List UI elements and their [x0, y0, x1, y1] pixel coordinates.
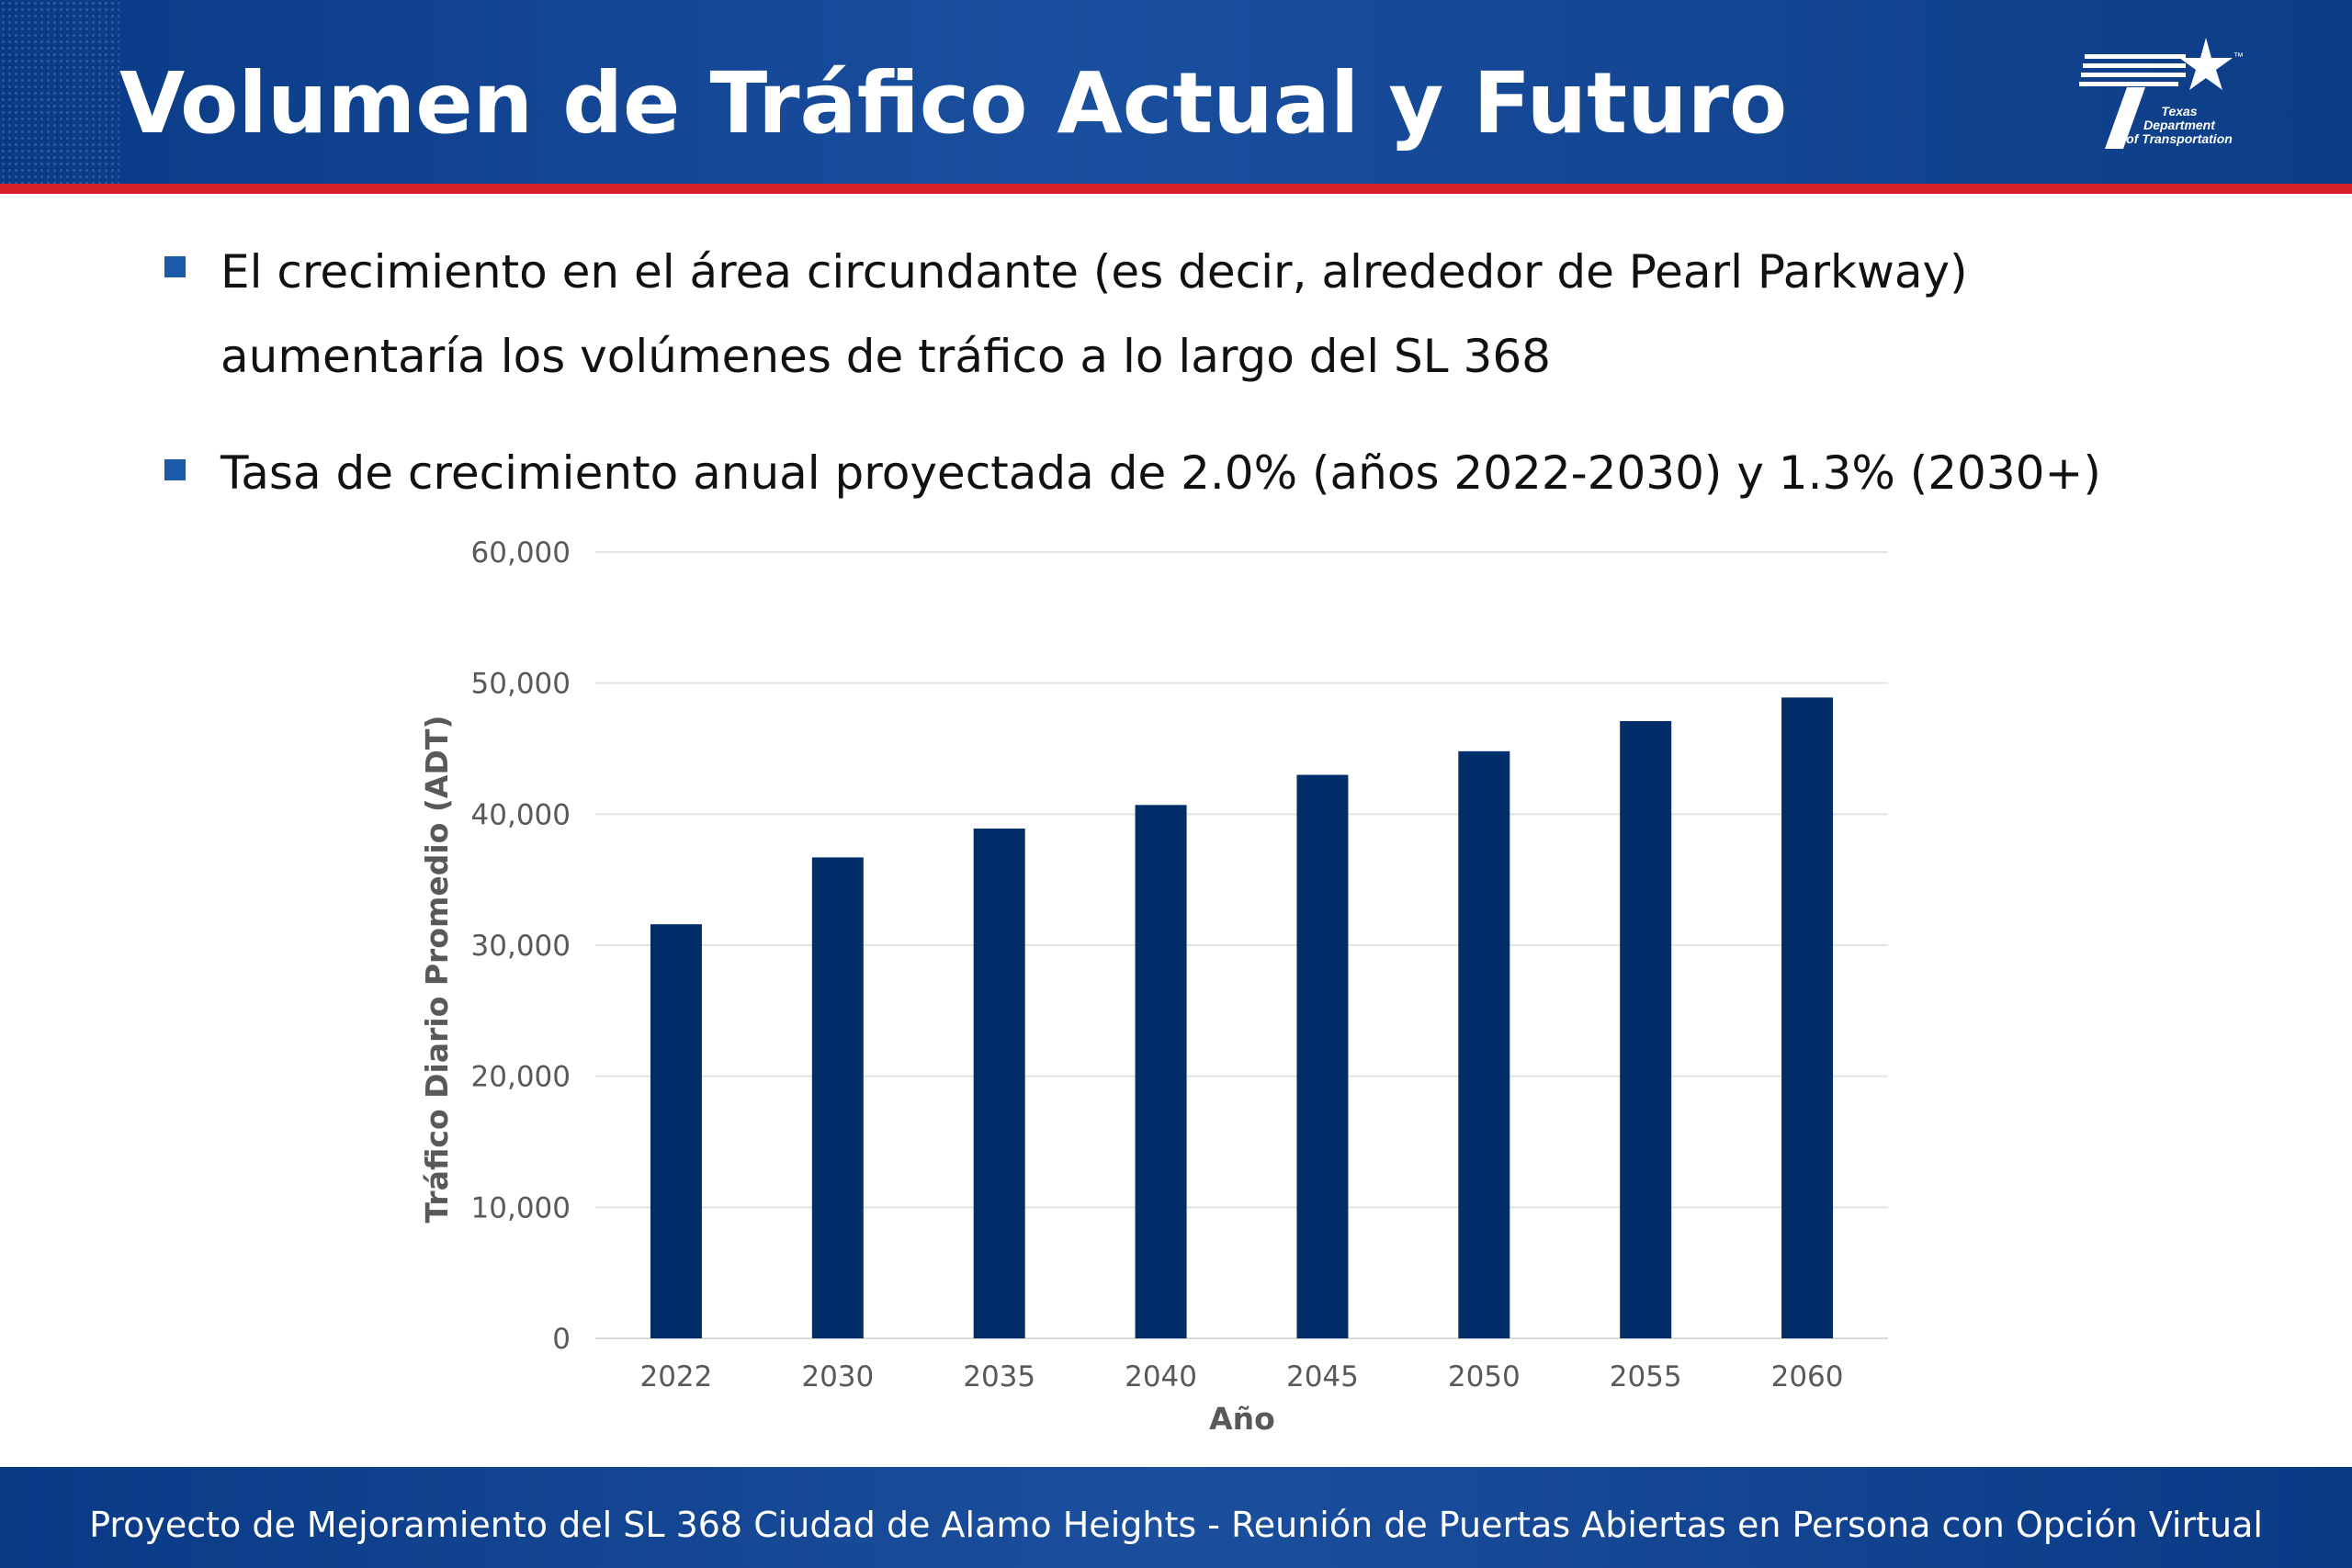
chart-y-tick-labels: 0 10,000 20,000 30,000 40,000 50,000 60,000 [471, 536, 571, 1356]
header-texture [0, 0, 119, 184]
header-bar [0, 0, 2352, 184]
y-tick-label: 10,000 [471, 1191, 571, 1224]
bar-2022 [650, 924, 702, 1338]
chart-y-axis-title: Tráfico Diario Promedio (ADT) [419, 716, 455, 1224]
bullet-1-line-1: El crecimiento en el área circundante (e… [220, 245, 1968, 299]
x-tick-label: 2040 [1125, 1360, 1197, 1393]
bar-2030 [811, 857, 864, 1338]
txdot-t-stem-icon [2105, 87, 2145, 149]
x-tick-label: 2055 [1610, 1360, 1682, 1393]
bar-2035 [973, 829, 1025, 1338]
y-tick-label: 50,000 [471, 668, 571, 701]
txdot-star-icon [2179, 38, 2233, 90]
bullet-marker-1 [164, 256, 186, 277]
bar-2045 [1296, 774, 1349, 1338]
bullet-marker-2 [164, 459, 186, 480]
chart-x-tick-labels: 2022 2030 2035 2040 2045 2050 2055 2060 [639, 1360, 1843, 1393]
page-title: Volumen de Tráfico Actual y Futuro [119, 54, 1788, 152]
y-tick-label: 30,000 [471, 930, 571, 963]
bar-2050 [1458, 750, 1510, 1338]
y-tick-label: 0 [552, 1323, 571, 1356]
bullet-1-line-2: aumentaría los volúmenes de tráfico a lo… [220, 330, 1551, 383]
chart-x-axis-title: Año [1209, 1401, 1275, 1437]
bar-2055 [1620, 721, 1672, 1338]
x-tick-label: 2050 [1448, 1360, 1521, 1393]
header-red-rule [0, 184, 2352, 194]
x-tick-label: 2045 [1286, 1360, 1359, 1393]
bar-2040 [1135, 805, 1187, 1338]
txdot-tm-mark: ™ [2233, 51, 2244, 62]
txdot-logo-line-3: of Transportation [2126, 131, 2233, 146]
bar-2060 [1781, 697, 1834, 1338]
y-tick-label: 60,000 [471, 536, 571, 570]
x-tick-label: 2035 [963, 1360, 1035, 1393]
chart-gridlines [595, 551, 1888, 1339]
footer-bar [0, 1467, 2352, 1568]
txdot-logo: ™ [2079, 38, 2244, 149]
x-tick-label: 2030 [801, 1360, 874, 1393]
txdot-logo-line-2: Department [2143, 118, 2215, 132]
y-tick-label: 20,000 [471, 1061, 571, 1094]
txdot-flag-stripes-icon [2079, 54, 2186, 86]
txdot-logo-line-1: Texas [2161, 104, 2198, 118]
bullet-2-line-1: Tasa de crecimiento anual proyectada de … [220, 446, 2101, 500]
x-tick-label: 2060 [1771, 1360, 1844, 1393]
txdot-logo-text: Texas Department of Transportation [2110, 105, 2248, 146]
footer-text: Proyecto de Mejoramiento del SL 368 Ciud… [89, 1505, 2263, 1545]
y-tick-label: 40,000 [471, 798, 571, 831]
x-tick-label: 2022 [639, 1360, 712, 1393]
chart-bars [650, 697, 1834, 1338]
